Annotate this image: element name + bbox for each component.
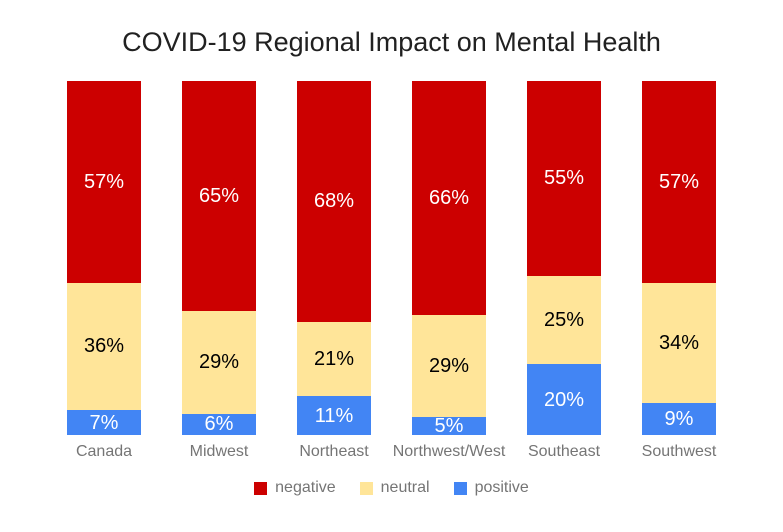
segment-value-label: 29%	[428, 354, 470, 377]
legend-label: negative	[275, 479, 336, 496]
bar-segment-negative: 57%	[67, 81, 141, 283]
bar-segment-positive: 6%	[182, 413, 256, 436]
segment-value-label: 5%	[434, 415, 464, 438]
bar-midwest: 65% 29% 6%	[182, 81, 256, 435]
segment-value-label: 57%	[83, 170, 125, 193]
x-axis-label-canada: Canada	[75, 443, 133, 460]
segment-value-label: 9%	[664, 408, 694, 431]
legend-item-neutral: neutral	[359, 479, 430, 497]
segment-value-label: 55%	[543, 167, 585, 190]
bar-segment-positive: 5%	[412, 415, 486, 438]
bar-segment-negative: 65%	[182, 81, 256, 312]
bar-segment-negative: 55%	[527, 81, 601, 276]
bar-northwest-west: 66% 29% 5%	[412, 81, 486, 438]
bar-segment-negative: 68%	[297, 81, 371, 322]
segment-value-label: 68%	[313, 190, 355, 213]
bar-segment-neutral: 29%	[412, 314, 486, 418]
bar-segment-negative: 66%	[412, 81, 486, 315]
legend-swatch-negative	[254, 481, 268, 495]
legend: negative neutral positive	[0, 479, 783, 497]
segment-value-label: 29%	[198, 351, 240, 374]
legend-item-positive: positive	[453, 479, 529, 497]
segment-value-label: 6%	[204, 413, 234, 436]
bar-segment-neutral: 21%	[297, 321, 371, 397]
x-axis-label-northwest-west: Northwest/West	[392, 443, 506, 460]
segment-value-label: 57%	[658, 170, 700, 193]
legend-swatch-positive	[453, 481, 467, 495]
bar-southwest: 57% 34% 9%	[642, 81, 716, 435]
bar-segment-neutral: 29%	[182, 311, 256, 414]
chart-title: COVID-19 Regional Impact on Mental Healt…	[122, 27, 661, 57]
legend-item-negative: negative	[254, 479, 336, 497]
bar-segment-positive: 20%	[527, 364, 601, 435]
x-axis-labels: Canada Midwest Northeast Northwest/West Sout…	[0, 443, 783, 461]
segment-value-label: 36%	[83, 335, 125, 358]
bar-segment-neutral: 25%	[527, 275, 601, 365]
bar-southeast: 55% 25% 20%	[527, 81, 601, 435]
x-axis-label-southwest: Southwest	[641, 443, 717, 460]
segment-value-label: 11%	[314, 404, 354, 427]
bar-canada: 57% 36% 7%	[67, 81, 141, 435]
segment-value-label: 66%	[428, 186, 470, 209]
segment-value-label: 21%	[313, 347, 355, 370]
bar-segment-positive: 9%	[642, 403, 716, 435]
segment-value-label: 34%	[658, 331, 700, 354]
bar-segment-negative: 57%	[642, 81, 716, 283]
segment-value-label: 7%	[89, 411, 119, 434]
x-axis-label-midwest: Midwest	[189, 443, 249, 460]
x-axis-label-southeast: Southeast	[527, 443, 601, 460]
bar-segment-positive: 11%	[297, 396, 371, 435]
segment-value-label: 25%	[543, 308, 585, 331]
bar-segment-neutral: 36%	[67, 282, 141, 411]
bar-segment-neutral: 34%	[642, 282, 716, 404]
bar-segment-positive: 7%	[67, 410, 141, 435]
legend-label: neutral	[380, 479, 430, 496]
bar-northeast: 68% 21% 11%	[297, 81, 371, 435]
segment-value-label: 20%	[543, 388, 585, 411]
plot-area: 57% 36% 7% 65% 29% 6% 68% 21% 11% 66% 29% 5% 55% 25% 2…	[0, 81, 783, 438]
x-axis-label-northeast: Northeast	[299, 443, 369, 460]
legend-label: positive	[474, 479, 529, 496]
legend-swatch-neutral	[359, 481, 373, 495]
segment-value-label: 65%	[198, 185, 240, 208]
